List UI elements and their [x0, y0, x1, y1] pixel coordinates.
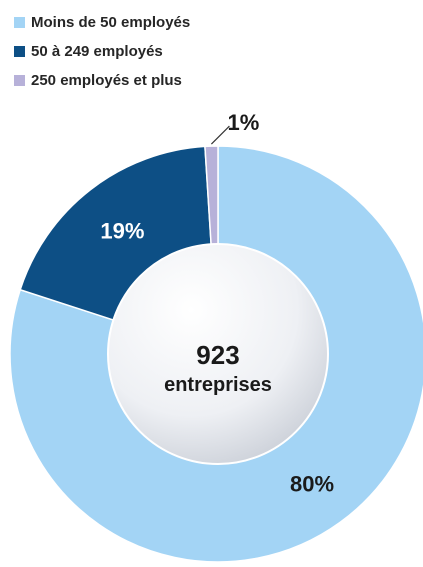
legend-label-250-et-plus: 250 employés et plus: [31, 72, 182, 89]
legend-label-moins-de-50: Moins de 50 employés: [31, 14, 191, 31]
legend-swatch-250-et-plus: [14, 75, 25, 86]
chart-legend: Moins de 50 employés 50 à 249 employés 2…: [14, 8, 190, 95]
slice-labels: 80% 19% 1%: [100, 110, 334, 496]
legend-item-250-et-plus: 250 employés et plus: [14, 66, 190, 95]
leader-line-250-et-plus: [210, 125, 230, 145]
slice-label-250-et-plus: 1%: [228, 110, 260, 135]
center-total-value: 923: [196, 340, 239, 370]
legend-label-50-a-249: 50 à 249 employés: [31, 43, 163, 60]
center-caption: entreprises: [164, 374, 272, 396]
legend-item-moins-de-50: Moins de 50 employés: [14, 8, 190, 37]
legend-swatch-moins-de-50: [14, 17, 25, 28]
legend-item-50-a-249: 50 à 249 employés: [14, 37, 190, 66]
donut-center: [107, 243, 329, 465]
slice-label-50-a-249: 19%: [100, 219, 144, 244]
legend-swatch-50-a-249: [14, 46, 25, 57]
slice-label-moins-de-50: 80%: [290, 471, 334, 496]
